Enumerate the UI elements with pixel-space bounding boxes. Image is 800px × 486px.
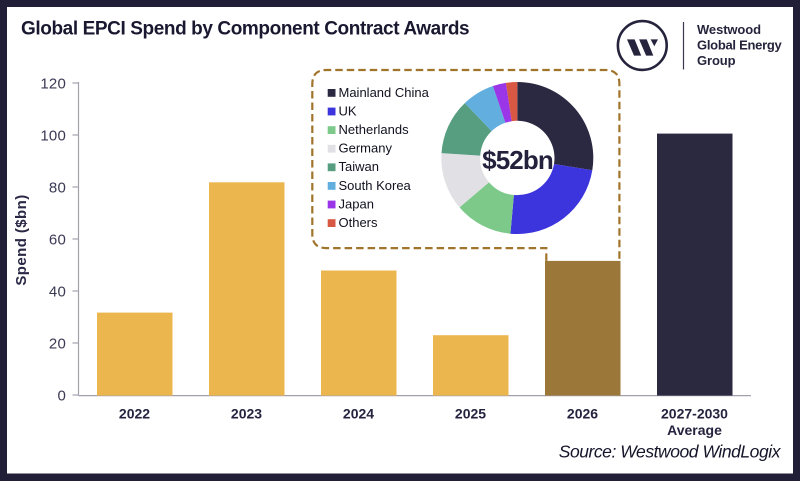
svg-text:2024: 2024 [343,406,374,422]
svg-text:Mainland China: Mainland China [339,85,430,100]
svg-text:$52bn: $52bn [482,145,553,175]
svg-text:2023: 2023 [231,406,262,422]
svg-text:Germany: Germany [339,141,393,156]
svg-text:Global Energy: Global Energy [697,37,783,52]
svg-text:2025: 2025 [455,406,486,422]
svg-text:100: 100 [40,128,66,145]
svg-text:UK: UK [339,103,357,118]
svg-text:2026: 2026 [567,406,598,422]
svg-text:20: 20 [49,336,66,353]
svg-text:0: 0 [57,388,66,405]
svg-text:Taiwan: Taiwan [339,159,379,174]
svg-text:60: 60 [49,232,66,249]
svg-text:2022: 2022 [119,406,150,422]
svg-text:Group: Group [697,53,736,68]
svg-text:Westwood: Westwood [697,22,761,37]
svg-text:Others: Others [339,215,379,230]
svg-text:Spend ($bn): Spend ($bn) [13,194,30,285]
svg-text:Source: Westwood WindLogix: Source: Westwood WindLogix [559,442,782,462]
svg-text:Japan: Japan [339,196,374,211]
svg-text:40: 40 [49,284,66,301]
svg-text:2027-2030: 2027-2030 [661,406,728,422]
svg-text:80: 80 [49,180,66,197]
svg-text:Global EPCI Spend by Component: Global EPCI Spend by Component Contract … [21,19,469,40]
svg-text:South Korea: South Korea [339,178,412,193]
svg-text:Average: Average [667,422,722,438]
svg-text:Netherlands: Netherlands [339,122,410,137]
svg-text:120: 120 [40,76,66,93]
